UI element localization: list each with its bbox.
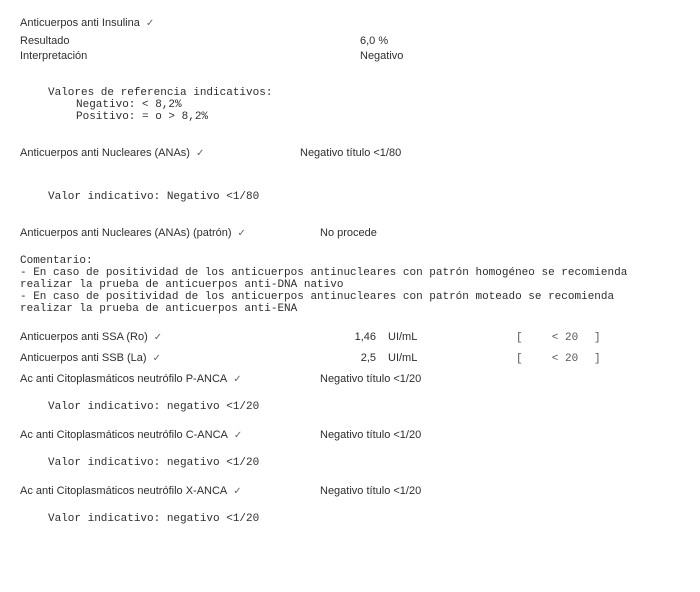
anas-title: Anticuerpos anti Nucleares (ANAs) bbox=[20, 147, 300, 159]
ssb-range-op: < 20 bbox=[540, 353, 590, 365]
anas-patron-row: Anticuerpos anti Nucleares (ANAs) (patró… bbox=[20, 227, 680, 239]
canca-result: Negativo título <1/20 bbox=[320, 429, 421, 441]
ssb-value: 2,5 bbox=[324, 352, 384, 364]
panca-indicative: Valor indicativo: negativo <1/20 bbox=[48, 401, 680, 413]
xanca-title: Ac anti Citoplasmáticos neutrófilo X-ANC… bbox=[20, 485, 320, 497]
ssa-unit: UI/mL bbox=[388, 331, 448, 343]
ssa-range-hi: ] bbox=[594, 332, 624, 344]
insulin-result-value: 6,0 % bbox=[360, 34, 388, 48]
xanca-indicative: Valor indicativo: negativo <1/20 bbox=[48, 513, 680, 525]
canca-row: Ac anti Citoplasmáticos neutrófilo C-ANC… bbox=[20, 429, 680, 441]
ssa-value: 1,46 bbox=[324, 331, 384, 343]
insulin-interp-row: Interpretación Negativo bbox=[20, 49, 680, 63]
comment-title: Comentario: bbox=[20, 255, 680, 267]
ssb-title: Anticuerpos anti SSB (La) bbox=[20, 352, 320, 364]
ssb-unit: UI/mL bbox=[388, 352, 448, 364]
insulin-result-label: Resultado bbox=[20, 34, 360, 48]
insulin-title-row: Anticuerpos anti Insulina bbox=[20, 16, 680, 30]
anas-row: Anticuerpos anti Nucleares (ANAs) Negati… bbox=[20, 147, 680, 159]
panca-result: Negativo título <1/20 bbox=[320, 373, 421, 385]
insulin-ref-pos: Positivo: = o > 8,2% bbox=[76, 111, 680, 123]
canca-title: Ac anti Citoplasmáticos neutrófilo C-ANC… bbox=[20, 429, 320, 441]
comment-line-3: realizar la prueba de anticuerpos anti-E… bbox=[20, 303, 680, 315]
panca-row: Ac anti Citoplasmáticos neutrófilo P-ANC… bbox=[20, 373, 680, 385]
insulin-interp-value: Negativo bbox=[360, 49, 403, 63]
canca-indicative: Valor indicativo: negativo <1/20 bbox=[48, 457, 680, 469]
anas-patron-title: Anticuerpos anti Nucleares (ANAs) (patró… bbox=[20, 227, 320, 239]
xanca-result: Negativo título <1/20 bbox=[320, 485, 421, 497]
insulin-ref-neg: Negativo: < 8,2% bbox=[76, 99, 680, 111]
anas-result: Negativo título <1/80 bbox=[300, 147, 401, 159]
anas-indicative: Valor indicativo: Negativo <1/80 bbox=[48, 191, 680, 203]
ssb-range-hi: ] bbox=[594, 353, 624, 365]
insulin-result-row: Resultado 6,0 % bbox=[20, 34, 680, 48]
ssa-range-op: < 20 bbox=[540, 332, 590, 344]
ssa-range-lo: [ bbox=[516, 332, 536, 344]
xanca-row: Ac anti Citoplasmáticos neutrófilo X-ANC… bbox=[20, 485, 680, 497]
insulin-ref-title: Valores de referencia indicativos: bbox=[48, 87, 680, 99]
comment-line-0: - En caso de positividad de los anticuer… bbox=[20, 267, 680, 279]
comment-line-1: realizar la prueba de anticuerpos anti-D… bbox=[20, 279, 680, 291]
ssb-range-lo: [ bbox=[516, 353, 536, 365]
ssa-title: Anticuerpos anti SSA (Ro) bbox=[20, 331, 320, 343]
insulin-interp-label: Interpretación bbox=[20, 49, 360, 63]
comment-line-2: - En caso de positividad de los anticuer… bbox=[20, 291, 680, 303]
ssa-row: Anticuerpos anti SSA (Ro) 1,46 UI/mL [ <… bbox=[20, 331, 680, 344]
anas-patron-result: No procede bbox=[320, 227, 377, 239]
insulin-title: Anticuerpos anti Insulina bbox=[20, 16, 154, 30]
panca-title: Ac anti Citoplasmáticos neutrófilo P-ANC… bbox=[20, 373, 320, 385]
ssb-row: Anticuerpos anti SSB (La) 2,5 UI/mL [ < … bbox=[20, 352, 680, 365]
